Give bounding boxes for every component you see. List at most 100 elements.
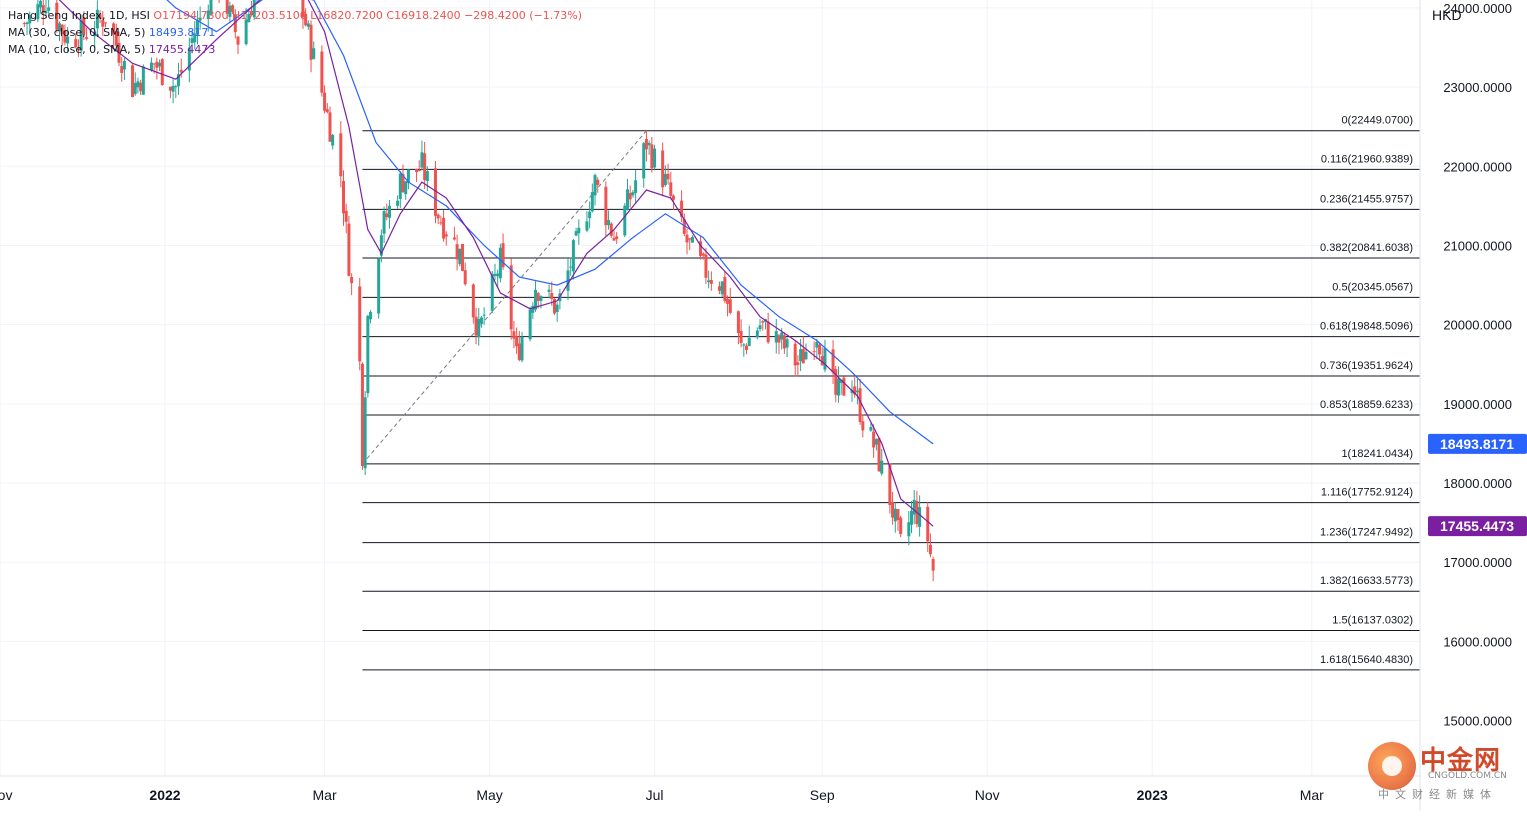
fib-level-label: 1.236(17247.9492) [1320,527,1413,539]
candle-body [190,38,194,43]
candle-body [671,195,675,200]
candle-body [398,173,402,199]
candle-body [379,235,383,256]
candle-body [704,254,708,278]
price-tick-label: 18000.0000 [1443,476,1512,491]
candle-body [785,339,789,348]
candle-body [669,182,673,196]
candle-body [520,336,524,361]
time-tick-label: Nov [0,787,12,803]
candle-body [574,231,578,236]
fib-level-label: 0.853(18859.6233) [1320,399,1413,411]
candle-body [690,236,694,243]
time-tick-label: May [476,787,502,803]
candle-body [912,499,916,515]
ma10-price-badge-text: 17455.4473 [1440,518,1514,534]
cngold-watermark: 中金网 CNGOLD.COM.CN 中文财经新媒体 [1368,738,1518,804]
candle-body [726,298,730,304]
candle-body [225,0,229,14]
candle-body [198,17,202,21]
fib-level-label: 0.618(19848.5096) [1320,321,1413,333]
candle-body [758,325,762,330]
price-tick-label: 21000.0000 [1443,238,1512,253]
candle-body [634,180,638,193]
currency-label: HKD [1432,7,1462,23]
fib-trend-line[interactable] [362,130,647,465]
candle-body [366,315,370,394]
fib-level-label: 1(18241.0434) [1341,448,1413,460]
ma30-value: 18493.8171 [148,26,216,39]
candle-body [653,148,657,168]
time-tick-label: 2022 [149,787,180,803]
candle-body [433,168,437,216]
candle-body [490,273,494,311]
candle-body [766,321,770,343]
candle-body [415,168,419,172]
candle-body [55,2,59,30]
candle-body [25,22,29,24]
candle-body [22,23,26,25]
candle-body [323,92,327,111]
candle-body [103,22,107,24]
candle-body [82,17,86,35]
candle-body [880,460,884,474]
candle-body [482,314,486,316]
candle-body [509,265,513,330]
candle-body [761,321,765,323]
candle-body [804,351,808,360]
candle-body [555,304,559,312]
candle-body [493,273,497,276]
fib-level-label: 0.382(20841.6038) [1320,242,1413,254]
candle-body [780,332,784,340]
candle-body [158,62,162,67]
candle-body [607,220,611,226]
candle-body [615,236,619,239]
time-tick-label: 2023 [1137,787,1168,803]
candle-body [907,522,911,537]
candle-body [187,47,191,71]
candle-body [823,348,827,370]
candle-body [122,60,126,70]
candle-body [680,200,684,217]
candle-body [149,62,153,71]
legend-symbol-row[interactable]: Hang Seng Index, 1D, HSI O17194.7300 H17… [8,7,582,24]
candle-body [79,20,83,51]
candle-body [872,431,876,448]
legend-ma10-row[interactable]: MA (10, close, 0, SMA, 5) 17455.4473 [8,41,582,58]
candle-body [41,5,45,13]
ma30-label: MA (30, close, 0, SMA, 5) [8,26,146,39]
candle-body [661,150,665,188]
candle-body [179,69,183,73]
candle-body [918,507,922,527]
candle-body [931,558,935,571]
candle-body [423,153,427,181]
candle-body [236,36,240,45]
candle-body [206,10,210,19]
candle-body [896,509,900,521]
candle-body [717,286,721,291]
candle-body [28,15,32,24]
candle-body [309,24,313,60]
candle-body [899,517,903,535]
candle-body [836,378,840,396]
candle-body [498,247,502,279]
candle-body [796,362,800,365]
legend-ma30-row[interactable]: MA (30, close, 0, SMA, 5) 18493.8171 [8,24,582,41]
time-tick-label: Nov [975,787,1000,803]
candle-body [160,59,164,85]
candle-body [552,299,556,314]
candle-body [477,319,481,338]
candle-body [120,66,124,73]
fibonacci-retracement[interactable]: 0(22449.0700) 0.116(21960.9389) 0.236(2145… [362,115,1420,671]
candle-body [44,11,48,14]
candle-body [707,280,711,283]
candle-body [436,214,440,219]
candle-body [593,175,597,196]
candle-body [193,33,197,43]
candle-body [842,377,846,396]
candle-body [855,390,859,393]
candle-body [577,227,581,234]
cngold-logo-icon [1368,742,1416,790]
